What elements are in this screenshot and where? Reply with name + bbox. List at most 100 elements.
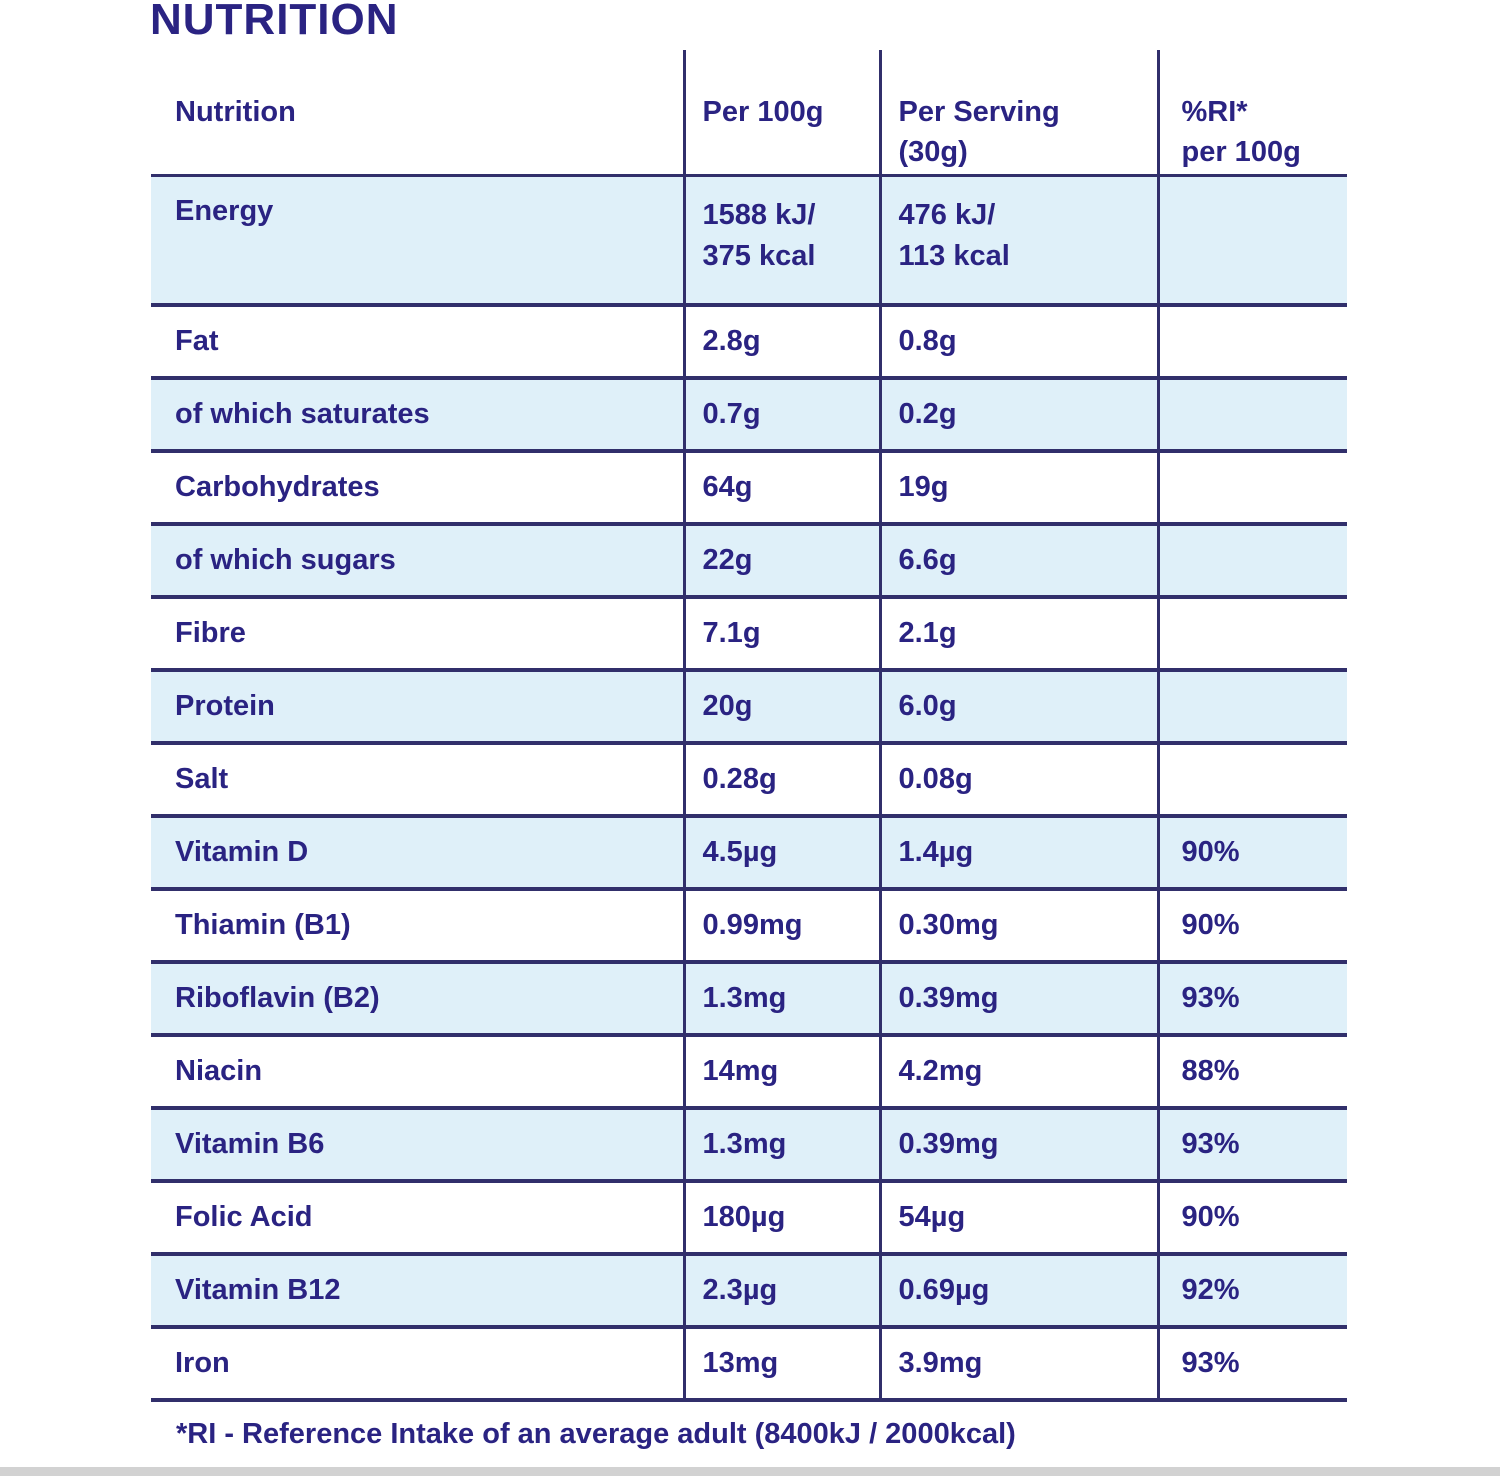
nutrient-label: Vitamin B12 [151, 1254, 686, 1329]
nutrient-label: Protein [151, 670, 686, 745]
value-line: 1.4µg [898, 836, 974, 868]
value-per-100g: 1588 kJ/375 kcal [684, 175, 882, 307]
value-line: 0.28g [702, 763, 777, 795]
value-per-100g: 1.3mg [684, 1108, 882, 1183]
value-ri [1158, 305, 1347, 380]
value-per-serving: 4.2mg [880, 1035, 1160, 1110]
value-per-serving: 19g [880, 451, 1160, 526]
value-line: 7.1g [702, 617, 761, 649]
value-per-100g: 0.99mg [684, 889, 882, 964]
value-line: 19g [898, 471, 949, 503]
value-line: 1588 kJ/ [702, 198, 816, 231]
table-row-fat: Fat 2.8g 0.8g [151, 305, 1347, 380]
header-row: Nutrition Per 100g Per Serving (30g) %RI*… [151, 50, 1347, 177]
table-row-fibre: Fibre 7.1g 2.1g [151, 597, 1347, 672]
value-per-100g: 2.8g [684, 305, 882, 380]
table-row-vitamin-d: Vitamin D 4.5µg 1.4µg 90% [151, 816, 1347, 891]
nutrient-label: Iron [151, 1327, 686, 1402]
value-per-100g: 22g [684, 524, 882, 599]
value-line: 6.6g [898, 544, 957, 576]
header-label: Per 100g [702, 96, 824, 128]
value-ri [1158, 524, 1347, 599]
value-per-100g: 0.7g [684, 378, 882, 453]
value-per-serving: 0.8g [880, 305, 1160, 380]
nutrient-label: Folic Acid [151, 1181, 686, 1256]
value-ri: 90% [1158, 889, 1347, 964]
value-line: 476 kJ/ [898, 198, 996, 231]
header-label: per 100g [1181, 136, 1301, 168]
value-ri [1158, 670, 1347, 745]
value-ri [1158, 743, 1347, 818]
value-per-serving: 54µg [880, 1181, 1160, 1256]
value-ri [1158, 451, 1347, 526]
header-cell-ri: %RI* per 100g [1158, 50, 1347, 177]
nutrient-label: Fibre [151, 597, 686, 672]
value-per-100g: 14mg [684, 1035, 882, 1110]
value-per-serving: 3.9mg [880, 1327, 1160, 1402]
nutrient-label: Fat [151, 305, 686, 380]
header-cell-per-serving: Per Serving (30g) [880, 50, 1160, 177]
value-per-serving: 6.6g [880, 524, 1160, 599]
header-label: %RI* [1181, 96, 1248, 128]
value-line: 1.3mg [702, 982, 787, 1014]
nutrient-label: of which sugars [151, 524, 686, 599]
value-ri: 90% [1158, 816, 1347, 891]
value-line: 0.69µg [898, 1274, 990, 1306]
value-per-serving: 1.4µg [880, 816, 1160, 891]
value-line: 4.5µg [702, 836, 778, 868]
table-row-saturates: of which saturates 0.7g 0.2g [151, 378, 1347, 453]
value-ri [1158, 597, 1347, 672]
nutrient-label: Vitamin D [151, 816, 686, 891]
value-line: 0.2g [898, 398, 957, 430]
value-line: 113 kcal [898, 239, 1010, 272]
value-per-serving: 0.39mg [880, 1108, 1160, 1183]
value-line: 0.39mg [898, 1128, 999, 1160]
value-ri: 93% [1158, 962, 1347, 1037]
value-line: 0.7g [702, 398, 761, 430]
table-row-sugars: of which sugars 22g 6.6g [151, 524, 1347, 599]
value-line: 6.0g [898, 690, 957, 722]
value-line: 20g [702, 690, 753, 722]
value-ri: 88% [1158, 1035, 1347, 1110]
value-per-100g: 2.3µg [684, 1254, 882, 1329]
value-ri: 93% [1158, 1108, 1347, 1183]
table-row-folic-acid: Folic Acid 180µg 54µg 90% [151, 1181, 1347, 1256]
value-line: 2.1g [898, 617, 957, 649]
nutrient-label: Niacin [151, 1035, 686, 1110]
value-per-serving: 2.1g [880, 597, 1160, 672]
value-per-serving: 6.0g [880, 670, 1160, 745]
reference-intake-footnote: *RI - Reference Intake of an average adu… [176, 1418, 1016, 1450]
value-per-100g: 4.5µg [684, 816, 882, 891]
page-title: NUTRITION [150, 0, 399, 44]
value-line: 22g [702, 544, 753, 576]
value-line: 0.08g [898, 763, 973, 795]
nutrient-label: Salt [151, 743, 686, 818]
bottom-divider-bar [0, 1467, 1500, 1476]
value-per-serving: 476 kJ/113 kcal [880, 175, 1160, 307]
table-row-riboflavin: Riboflavin (B2) 1.3mg 0.39mg 93% [151, 962, 1347, 1037]
table-row-vitamin-b12: Vitamin B12 2.3µg 0.69µg 92% [151, 1254, 1347, 1329]
header-cell-nutrition: Nutrition [151, 50, 686, 177]
header-label: (30g) [898, 136, 968, 168]
header-cell-per-100g: Per 100g [684, 50, 882, 177]
nutrient-label: Vitamin B6 [151, 1108, 686, 1183]
value-line: 64g [702, 471, 753, 503]
value-line: 0.8g [898, 325, 957, 357]
value-per-serving: 0.08g [880, 743, 1160, 818]
value-line: 0.30mg [898, 909, 999, 941]
table-row-carbohydrates: Carbohydrates 64g 19g [151, 451, 1347, 526]
value-ri [1158, 175, 1347, 307]
value-per-100g: 20g [684, 670, 882, 745]
nutrient-label: Riboflavin (B2) [151, 962, 686, 1037]
table-row-iron: Iron 13mg 3.9mg 93% [151, 1327, 1347, 1402]
value-per-100g: 180µg [684, 1181, 882, 1256]
value-line: 180µg [702, 1201, 786, 1233]
table-row-vitamin-b6: Vitamin B6 1.3mg 0.39mg 93% [151, 1108, 1347, 1183]
table-row-thiamin: Thiamin (B1) 0.99mg 0.30mg 90% [151, 889, 1347, 964]
value-per-serving: 0.39mg [880, 962, 1160, 1037]
value-per-100g: 64g [684, 451, 882, 526]
table-row-niacin: Niacin 14mg 4.2mg 88% [151, 1035, 1347, 1110]
nutrition-table: Nutrition Per 100g Per Serving (30g) %RI*… [151, 50, 1347, 1402]
value-line: 2.8g [702, 325, 761, 357]
nutrient-label: Energy [151, 175, 686, 307]
